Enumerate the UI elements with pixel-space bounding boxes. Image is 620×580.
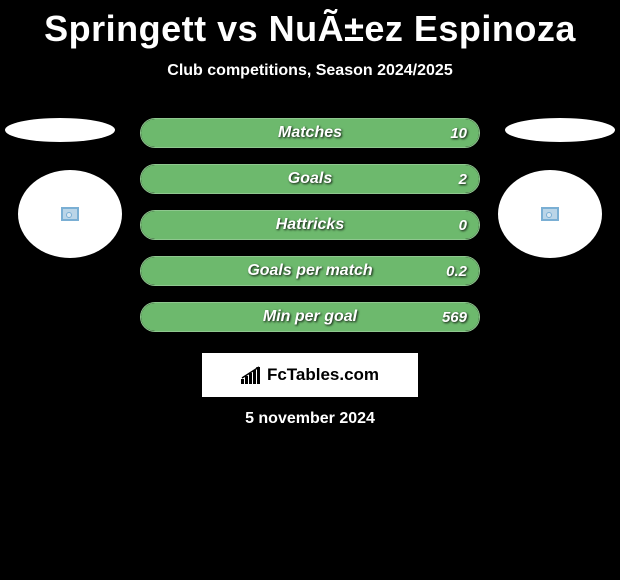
stat-label: Min per goal: [141, 303, 479, 331]
stat-value: 2: [459, 165, 467, 193]
stat-label: Goals: [141, 165, 479, 193]
stat-row: Hattricks0: [140, 210, 480, 240]
stat-value: 0: [459, 211, 467, 239]
placeholder-image-icon: [541, 207, 559, 221]
stat-label: Hattricks: [141, 211, 479, 239]
page-title: Springett vs NuÃ±ez Espinoza: [0, 0, 620, 50]
player-right-badge: [505, 118, 615, 142]
player-left-avatar: [18, 170, 122, 258]
stat-label: Matches: [141, 119, 479, 147]
stats-list: Matches10 Goals2 Hattricks0 Goals per match…: [140, 118, 480, 348]
brand-badge[interactable]: FcTables.com: [202, 353, 418, 397]
placeholder-image-icon: [61, 207, 79, 221]
stat-value: 10: [450, 119, 467, 147]
brand-logo: FcTables.com: [241, 365, 379, 385]
brand-text: FcTables.com: [267, 365, 379, 385]
stat-row: Goals per match0.2: [140, 256, 480, 286]
player-left-badge: [5, 118, 115, 142]
stat-row: Matches10: [140, 118, 480, 148]
player-right-avatar: [498, 170, 602, 258]
subtitle: Club competitions, Season 2024/2025: [0, 62, 620, 80]
stat-value: 0.2: [446, 257, 467, 285]
stat-row: Min per goal569: [140, 302, 480, 332]
stat-value: 569: [442, 303, 467, 331]
bars-icon: [241, 366, 263, 384]
stat-row: Goals2: [140, 164, 480, 194]
date-label: 5 november 2024: [0, 410, 620, 428]
stat-label: Goals per match: [141, 257, 479, 285]
